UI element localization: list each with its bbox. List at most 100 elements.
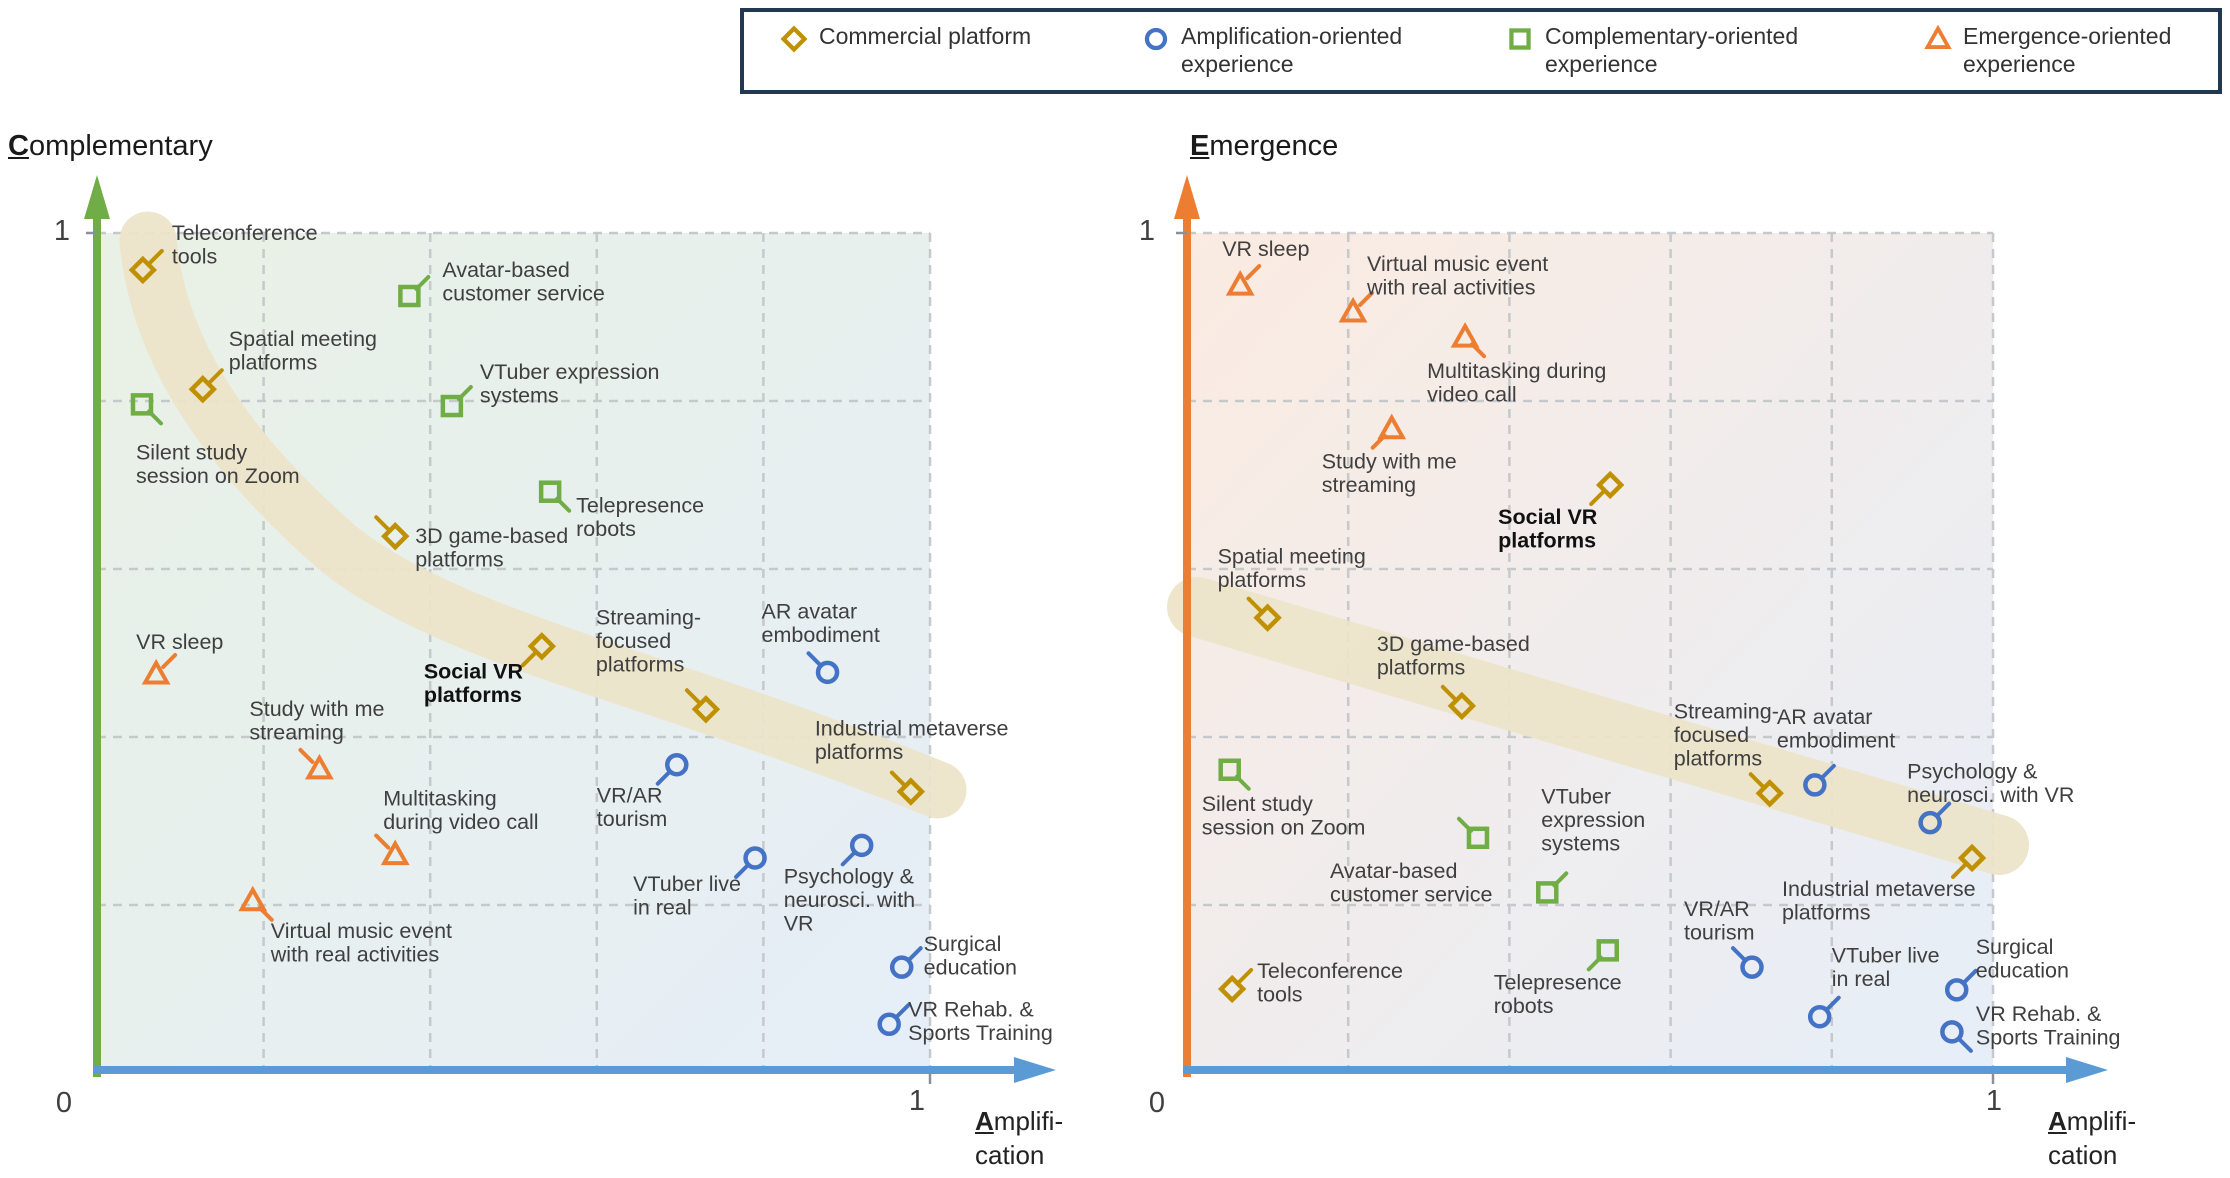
square-marker	[538, 480, 562, 503]
y-axis-arrow	[1174, 175, 1200, 219]
label-multitasking-during-video-call: Multitasking during video call	[1427, 359, 1606, 407]
leader-line	[906, 946, 923, 963]
circle-marker	[1803, 773, 1827, 797]
label-industrial-metaverse-platforms: Industrial metaverse platforms	[1782, 877, 1976, 925]
right-chart-title: Emergence	[1190, 130, 1339, 162]
label-ar-avatar-embodiment: AR avatar embodiment	[1777, 705, 1895, 753]
circle-marker	[849, 833, 874, 858]
point-ar-avatar-embodiment	[1803, 763, 1836, 797]
square-marker	[1536, 881, 1559, 904]
triangle-marker	[1338, 296, 1368, 323]
circle-marker	[665, 752, 689, 777]
leader-line	[734, 862, 751, 879]
label-streaming-focused-platforms: Streaming-focused platforms	[1674, 699, 1779, 770]
legend-label: Emergence-oriented experience	[1963, 23, 2172, 77]
point-streaming-focused-platforms	[1748, 772, 1784, 808]
diamond-marker	[1957, 843, 1987, 873]
point-silent-study-session-on-zoom	[130, 393, 163, 426]
leader-line	[1935, 801, 1952, 818]
leader-line	[1956, 1036, 1973, 1053]
diamond-marker	[896, 777, 926, 806]
x-axis-arrow	[2066, 1057, 2108, 1083]
point-3d-game-based-platforms	[1440, 684, 1477, 721]
diamond-marker	[1595, 470, 1625, 500]
label-surgical-education: Surgical education	[924, 932, 1017, 980]
diamond-marker	[188, 375, 217, 404]
label-vr-rehab-sports-training: VR Rehab. & Sports Training	[908, 997, 1053, 1045]
point-multitasking-during-video-call	[1450, 322, 1487, 359]
legend-triangle-icon	[1924, 25, 1952, 49]
legend-item-emergence-oriented-experience: Emergence-oriented experience	[1924, 22, 2171, 78]
right-x1-tick: 1	[1985, 1085, 2003, 1117]
point-virtual-music-event-with-real-activities	[1338, 290, 1375, 323]
label-vtuber-expression-systems: VTuber expression systems	[1541, 784, 1645, 855]
left-chart-title: Complementary	[8, 130, 213, 162]
leader-line	[1246, 596, 1263, 613]
label-3d-game-based-platforms: 3D game-based platforms	[415, 524, 568, 572]
point-psychology-neurosci-with-vr	[1918, 801, 1952, 835]
point-study-with-me-streaming	[1370, 413, 1407, 450]
label-vr-sleep: VR sleep	[1222, 237, 1309, 261]
point-avatar-based-customer-service	[1456, 816, 1490, 850]
leader-line	[894, 1003, 911, 1020]
legend-item-complementary-oriented-experience: Complementary-oriented experience	[1506, 22, 1798, 78]
circle-marker	[1940, 1020, 1964, 1044]
left-xaxis-label: Amplifi-cation	[975, 1106, 1064, 1170]
label-teleconference-tools: Teleconference tools	[172, 221, 318, 268]
point-ar-avatar-embodiment	[806, 651, 840, 685]
label-study-with-me-streaming: Study with me streaming	[249, 697, 384, 745]
triangle-marker	[1377, 413, 1407, 440]
leader-line	[207, 368, 224, 385]
point-industrial-metaverse-platforms	[889, 770, 926, 806]
label-vtuber-expression-systems: VTuber expression systems	[480, 360, 660, 408]
left-x1-tick: 1	[908, 1085, 926, 1117]
point-vtuber-expression-systems	[440, 385, 473, 418]
point-study-with-me-streaming	[298, 747, 334, 780]
triangle-marker	[380, 839, 410, 866]
right-y1-tick: 1	[1138, 215, 1155, 247]
square-marker	[1218, 758, 1241, 782]
square-marker	[130, 393, 154, 416]
label-3d-game-based-platforms: 3D game-based platforms	[1377, 632, 1530, 680]
legend-label: Amplification-oriented experience	[1181, 23, 1403, 77]
leader-line	[1824, 995, 1841, 1012]
square-marker	[1466, 826, 1490, 850]
leader-line	[1748, 772, 1765, 789]
point-teleconference-tools	[128, 248, 164, 285]
leader-line	[1237, 968, 1254, 984]
square-marker	[440, 394, 464, 418]
point-vr-ar-tourism	[655, 752, 689, 786]
point-surgical-education	[889, 946, 923, 979]
leader-line	[684, 688, 701, 705]
legend-circle-icon	[1144, 27, 1168, 51]
point-vr-rehab-sports-training	[877, 1003, 911, 1037]
point-telepresence-robots	[1586, 939, 1619, 972]
square-marker	[1596, 939, 1619, 962]
leader-line	[520, 651, 537, 668]
right-xaxis-label: Amplifi-cation	[2048, 1106, 2137, 1170]
point-psychology-neurosci-with-vr	[840, 833, 874, 867]
point-vr-sleep	[1225, 264, 1262, 296]
leader-line	[1358, 290, 1375, 307]
circle-marker	[1918, 810, 1942, 835]
leader-line	[806, 651, 823, 668]
triangle-marker	[1225, 270, 1255, 296]
diamond-marker	[128, 255, 157, 285]
leader-line	[889, 770, 906, 787]
circle-marker	[1740, 955, 1764, 979]
label-ar-avatar-embodiment: AR avatar embodiment	[762, 599, 880, 647]
legend-item-commercial-platform: Commercial platform	[780, 22, 1031, 53]
circle-marker	[815, 660, 840, 685]
diamond-marker	[1253, 603, 1282, 632]
chart-complementary-vs-amplification: Teleconference tools Spatial meeting platfo…	[84, 175, 1056, 1084]
label-vr-sleep: VR sleep	[136, 630, 223, 654]
label-industrial-metaverse-platforms: Industrial metaverse platforms	[815, 717, 1009, 765]
leader-line	[374, 515, 391, 532]
point-vtuber-live-in-real	[1807, 995, 1841, 1029]
label-silent-study-session-on-zoom: Silent study session on Zoom	[136, 440, 300, 488]
leader-line	[1961, 968, 1978, 985]
diamond-marker	[381, 522, 410, 551]
legend-item-amplification-oriented-experience: Amplification-oriented experience	[1142, 22, 1402, 78]
